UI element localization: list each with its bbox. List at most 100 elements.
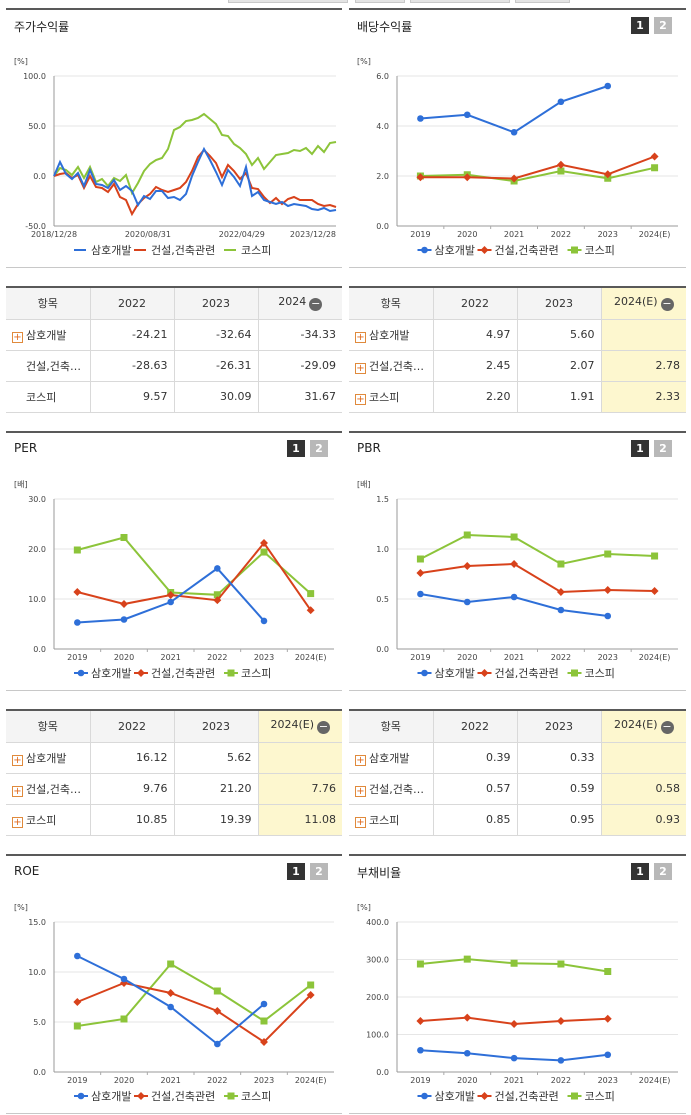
page-2-button[interactable]: 2	[310, 440, 328, 457]
expand-icon[interactable]: +	[12, 331, 23, 343]
row-label[interactable]: + 코스피	[349, 380, 434, 413]
top-tab-2[interactable]	[355, 0, 405, 3]
cell: 2.45	[432, 349, 518, 382]
col-header-item: 항목	[6, 710, 91, 743]
collapse-icon[interactable]: −	[660, 720, 674, 735]
legend-label: 건설,건축관련	[151, 244, 215, 257]
top-tab-4[interactable]	[515, 0, 570, 3]
row-label[interactable]: + 삼호개발	[6, 318, 91, 351]
table-row: + 삼호개발 -24.21 -32.64 -34.33	[6, 318, 342, 351]
expand-icon[interactable]: +	[355, 331, 366, 343]
collapse-icon[interactable]: −	[660, 297, 674, 312]
series-line	[53, 146, 337, 213]
series-line	[76, 981, 312, 1044]
pbr-chart: [배] 1.5 1.0 0.5 0.0 2019 2020 2021 2022 2023 2024(…	[349, 465, 686, 691]
y-unit-label: [%]	[14, 57, 28, 66]
cell: 9.57	[89, 380, 175, 413]
x-tick-label: 2021	[504, 1076, 524, 1085]
page-1-button[interactable]: 1	[631, 863, 649, 880]
page-1-button[interactable]: 1	[631, 17, 649, 34]
page-2-button[interactable]: 2	[654, 863, 672, 880]
legend-label: 코스피	[241, 667, 271, 680]
data-point	[214, 565, 221, 572]
x-tick-label: 2022	[551, 230, 571, 239]
cell: 9.76	[89, 772, 175, 805]
page-1-button[interactable]: 1	[631, 440, 649, 457]
y-tick-label: 0.0	[33, 1068, 46, 1077]
x-tick-label: 2021	[504, 230, 524, 239]
top-tab-1[interactable]	[228, 0, 348, 3]
data-point	[557, 960, 565, 968]
page-2-button[interactable]: 2	[654, 440, 672, 457]
expand-icon[interactable]: +	[355, 754, 366, 766]
legend-label: 코스피	[585, 244, 615, 257]
cell: 31.67	[257, 380, 342, 413]
expand-icon[interactable]: +	[355, 816, 366, 828]
y-tick-label: 400.0	[366, 918, 389, 927]
legend-label: 코스피	[241, 244, 271, 257]
y-tick-label: 10.0	[28, 968, 46, 977]
data-point	[480, 1092, 489, 1100]
page-1-button[interactable]: 1	[287, 440, 305, 457]
legend-label: 삼호개발	[435, 1090, 475, 1103]
x-tick-label: 2020	[114, 1076, 134, 1085]
row-label[interactable]: + 삼호개발	[349, 741, 434, 774]
data-point	[260, 548, 268, 556]
expand-icon[interactable]: +	[355, 393, 366, 405]
collapse-icon[interactable]: −	[317, 720, 331, 735]
stock-return-panel: 주가수익률 [%] 100.0 50.0 0.0 -50.0 2018/12/28 2020…	[6, 8, 342, 268]
top-tab-3[interactable]	[410, 0, 510, 3]
row-label[interactable]: + 코스피	[6, 803, 91, 836]
data-point	[510, 533, 518, 541]
x-tick-label: 2021	[504, 653, 524, 662]
row-label[interactable]: + 건설,건축…	[349, 349, 434, 382]
row-label[interactable]: + 건설,건축…	[349, 772, 434, 805]
data-point	[73, 588, 82, 596]
data-point	[603, 586, 612, 594]
panel-title: PBR	[357, 441, 381, 455]
x-tick-label: 2018/12/28	[31, 230, 77, 239]
expand-icon[interactable]: +	[12, 785, 23, 797]
legend-label: 건설,건축관련	[495, 244, 559, 257]
cell: 19.39	[173, 803, 259, 836]
series-line	[53, 112, 337, 196]
data-point	[260, 1000, 268, 1008]
cell: 30.09	[173, 380, 259, 413]
cell: -32.64	[173, 318, 259, 351]
data-point	[417, 115, 424, 122]
cell: 1.91	[516, 380, 602, 413]
y-tick-label: 200.0	[366, 993, 389, 1002]
roe-panel: ROE 1 2 [%] 15.0 10.0 5.0 0.0 2019 2020 2021 202…	[6, 854, 342, 1114]
expand-icon[interactable]: +	[12, 754, 23, 766]
col-header-2024e: 2024(E) −	[257, 710, 342, 743]
data-point	[556, 1017, 565, 1025]
data-point	[463, 111, 471, 119]
legend-label: 건설,건축관련	[151, 1090, 215, 1103]
x-tick-label: 2022	[207, 1076, 227, 1085]
row-label[interactable]: + 삼호개발	[349, 318, 434, 351]
dividend-chart: [%] 6.0 4.0 2.0 0.0 2019 2020 2021 2022 2023 2024(…	[349, 42, 686, 268]
page-2-button[interactable]: 2	[654, 17, 672, 34]
expand-icon[interactable]: +	[355, 785, 366, 797]
expand-icon[interactable]: +	[12, 816, 23, 828]
page-1-button[interactable]: 1	[287, 863, 305, 880]
row-label[interactable]: + 코스피	[349, 803, 434, 836]
col-header-2022: 2022	[89, 287, 175, 320]
data-point	[510, 1054, 518, 1062]
debt-ratio-panel: 부채비율 1 2 [%] 400.0 300.0 200.0 100.0 0.0 2019 2…	[349, 854, 686, 1114]
legend-label: 코스피	[585, 1090, 615, 1103]
cell: 5.62	[173, 741, 259, 774]
data-point	[416, 555, 424, 563]
legend-label: 삼호개발	[91, 667, 131, 680]
col-header-label: 2024(E)	[613, 718, 658, 732]
row-label[interactable]: + 삼호개발	[6, 741, 91, 774]
collapse-icon[interactable]: −	[309, 297, 323, 312]
expand-icon[interactable]: +	[355, 362, 366, 374]
page-2-button[interactable]: 2	[310, 863, 328, 880]
table-row: 코스피 9.57 30.09 31.67	[6, 380, 342, 413]
series-line	[77, 962, 312, 1027]
y-tick-label: 100.0	[366, 1031, 389, 1040]
row-label[interactable]: + 건설,건축…	[6, 772, 91, 805]
x-tick-label: 2020	[114, 653, 134, 662]
col-header-2023: 2023	[516, 287, 602, 320]
